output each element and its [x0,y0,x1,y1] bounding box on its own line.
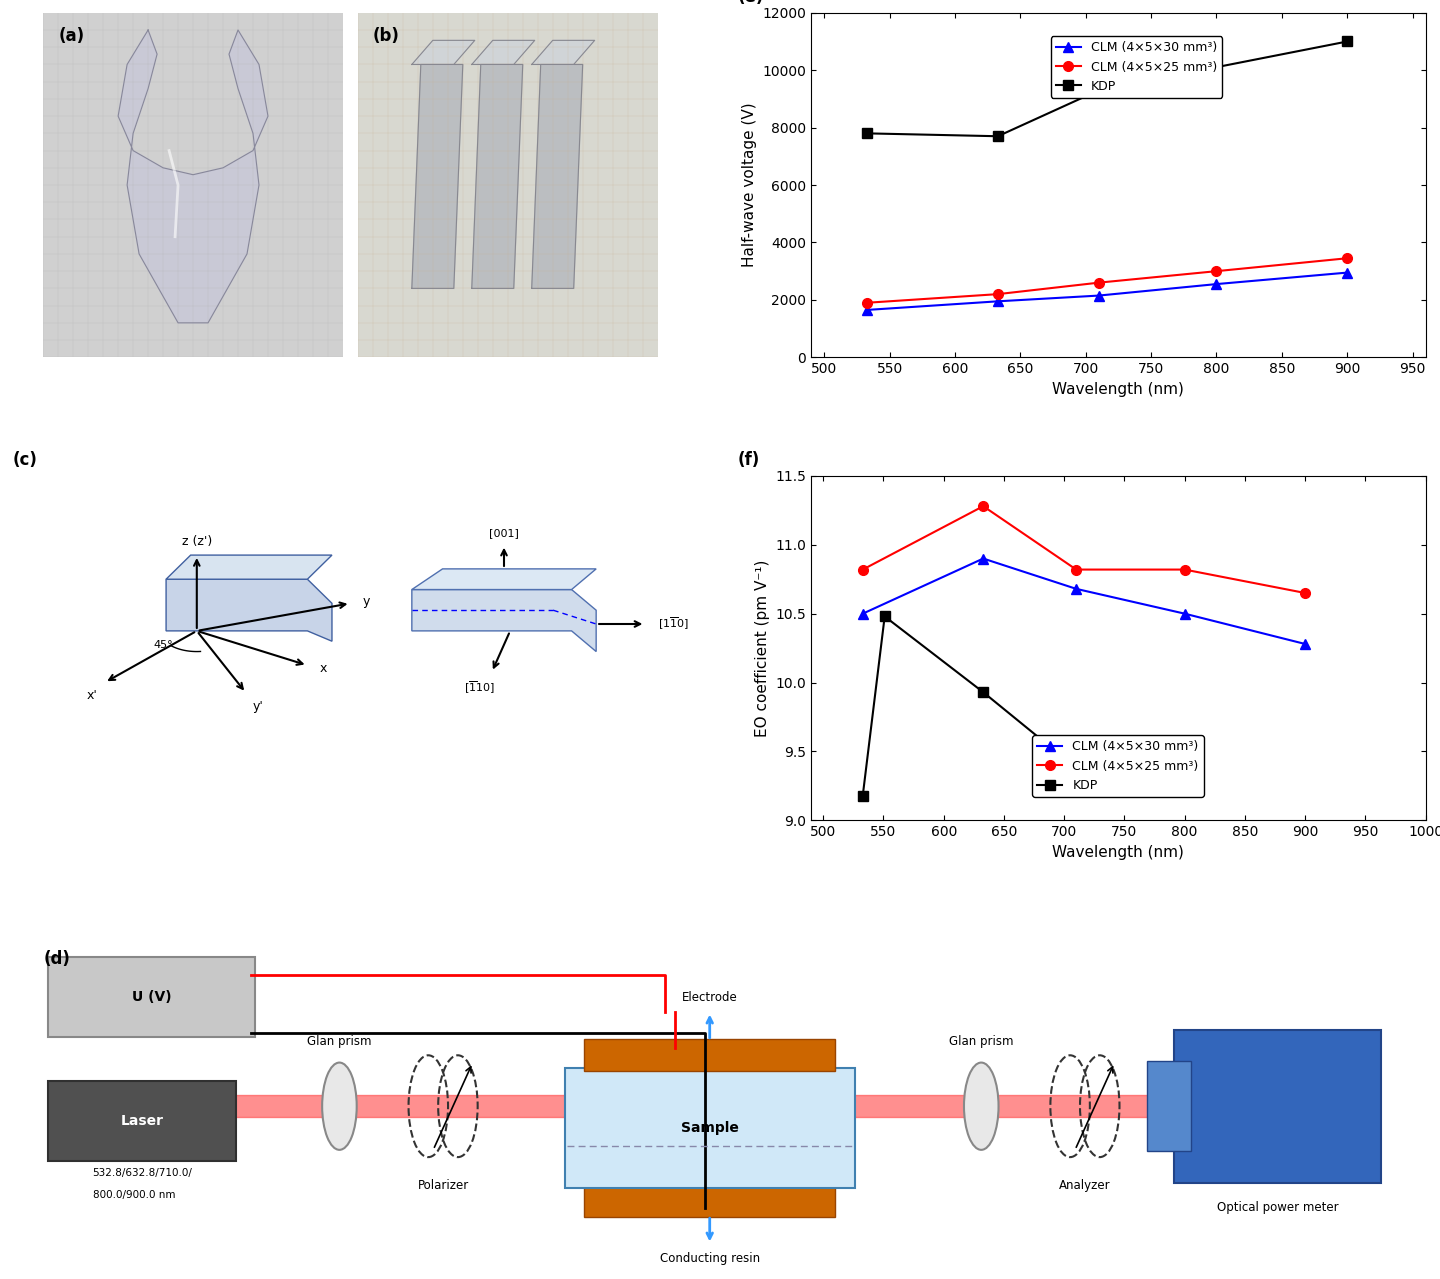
Text: x: x [320,663,327,675]
Text: (f): (f) [737,451,760,469]
Legend: CLM (4×5×30 mm³), CLM (4×5×25 mm³), KDP: CLM (4×5×30 mm³), CLM (4×5×25 mm³), KDP [1051,36,1223,97]
Polygon shape [412,590,596,651]
Text: Conducting resin: Conducting resin [660,1252,760,1265]
FancyBboxPatch shape [48,957,255,1037]
Text: 45°: 45° [154,640,173,650]
FancyBboxPatch shape [585,1184,835,1216]
Polygon shape [412,64,462,288]
Text: $[\overline{1}10]$: $[\overline{1}10]$ [464,679,495,696]
Text: y': y' [253,700,264,712]
Text: y: y [363,595,370,608]
FancyBboxPatch shape [585,1040,835,1072]
Y-axis label: EO coefficient (pm V⁻¹): EO coefficient (pm V⁻¹) [755,559,770,737]
Text: $[1\overline{1}0]$: $[1\overline{1}0]$ [658,615,688,632]
Text: 532.8/632.8/710.0/: 532.8/632.8/710.0/ [92,1168,193,1178]
Text: Glan prism: Glan prism [307,1035,372,1048]
Text: [001]: [001] [490,528,518,538]
Text: (c): (c) [13,451,37,469]
Polygon shape [472,64,523,288]
Polygon shape [166,579,333,641]
Text: Polarizer: Polarizer [418,1179,469,1192]
Text: Laser: Laser [121,1114,164,1128]
Ellipse shape [323,1063,357,1150]
Ellipse shape [963,1063,998,1150]
Legend: CLM (4×5×30 mm³), CLM (4×5×25 mm³), KDP: CLM (4×5×30 mm³), CLM (4×5×25 mm³), KDP [1032,735,1204,797]
Text: Electrode: Electrode [681,991,737,1004]
Polygon shape [412,569,596,590]
Text: (b): (b) [373,27,400,45]
Polygon shape [531,41,595,64]
FancyBboxPatch shape [564,1068,855,1188]
X-axis label: Wavelength (nm): Wavelength (nm) [1053,845,1184,859]
FancyBboxPatch shape [1148,1062,1191,1151]
Text: 800.0/900.0 nm: 800.0/900.0 nm [92,1189,176,1200]
Polygon shape [531,64,583,288]
FancyBboxPatch shape [1174,1030,1381,1183]
Text: z (z'): z (z') [181,535,212,549]
Text: U (V): U (V) [132,990,171,1004]
Polygon shape [412,41,475,64]
Polygon shape [166,555,333,579]
Y-axis label: Half-wave voltage (V): Half-wave voltage (V) [742,102,757,267]
Text: Glan prism: Glan prism [949,1035,1014,1048]
Polygon shape [118,29,268,322]
Text: (d): (d) [43,950,71,968]
Text: (e): (e) [737,0,763,6]
Text: Analyzer: Analyzer [1060,1179,1110,1192]
Text: (a): (a) [58,27,85,45]
FancyBboxPatch shape [48,1081,236,1161]
Text: Optical power meter: Optical power meter [1217,1201,1338,1214]
Polygon shape [472,41,534,64]
X-axis label: Wavelength (nm): Wavelength (nm) [1053,381,1184,396]
Text: x': x' [86,689,98,702]
Text: Sample: Sample [681,1120,739,1134]
